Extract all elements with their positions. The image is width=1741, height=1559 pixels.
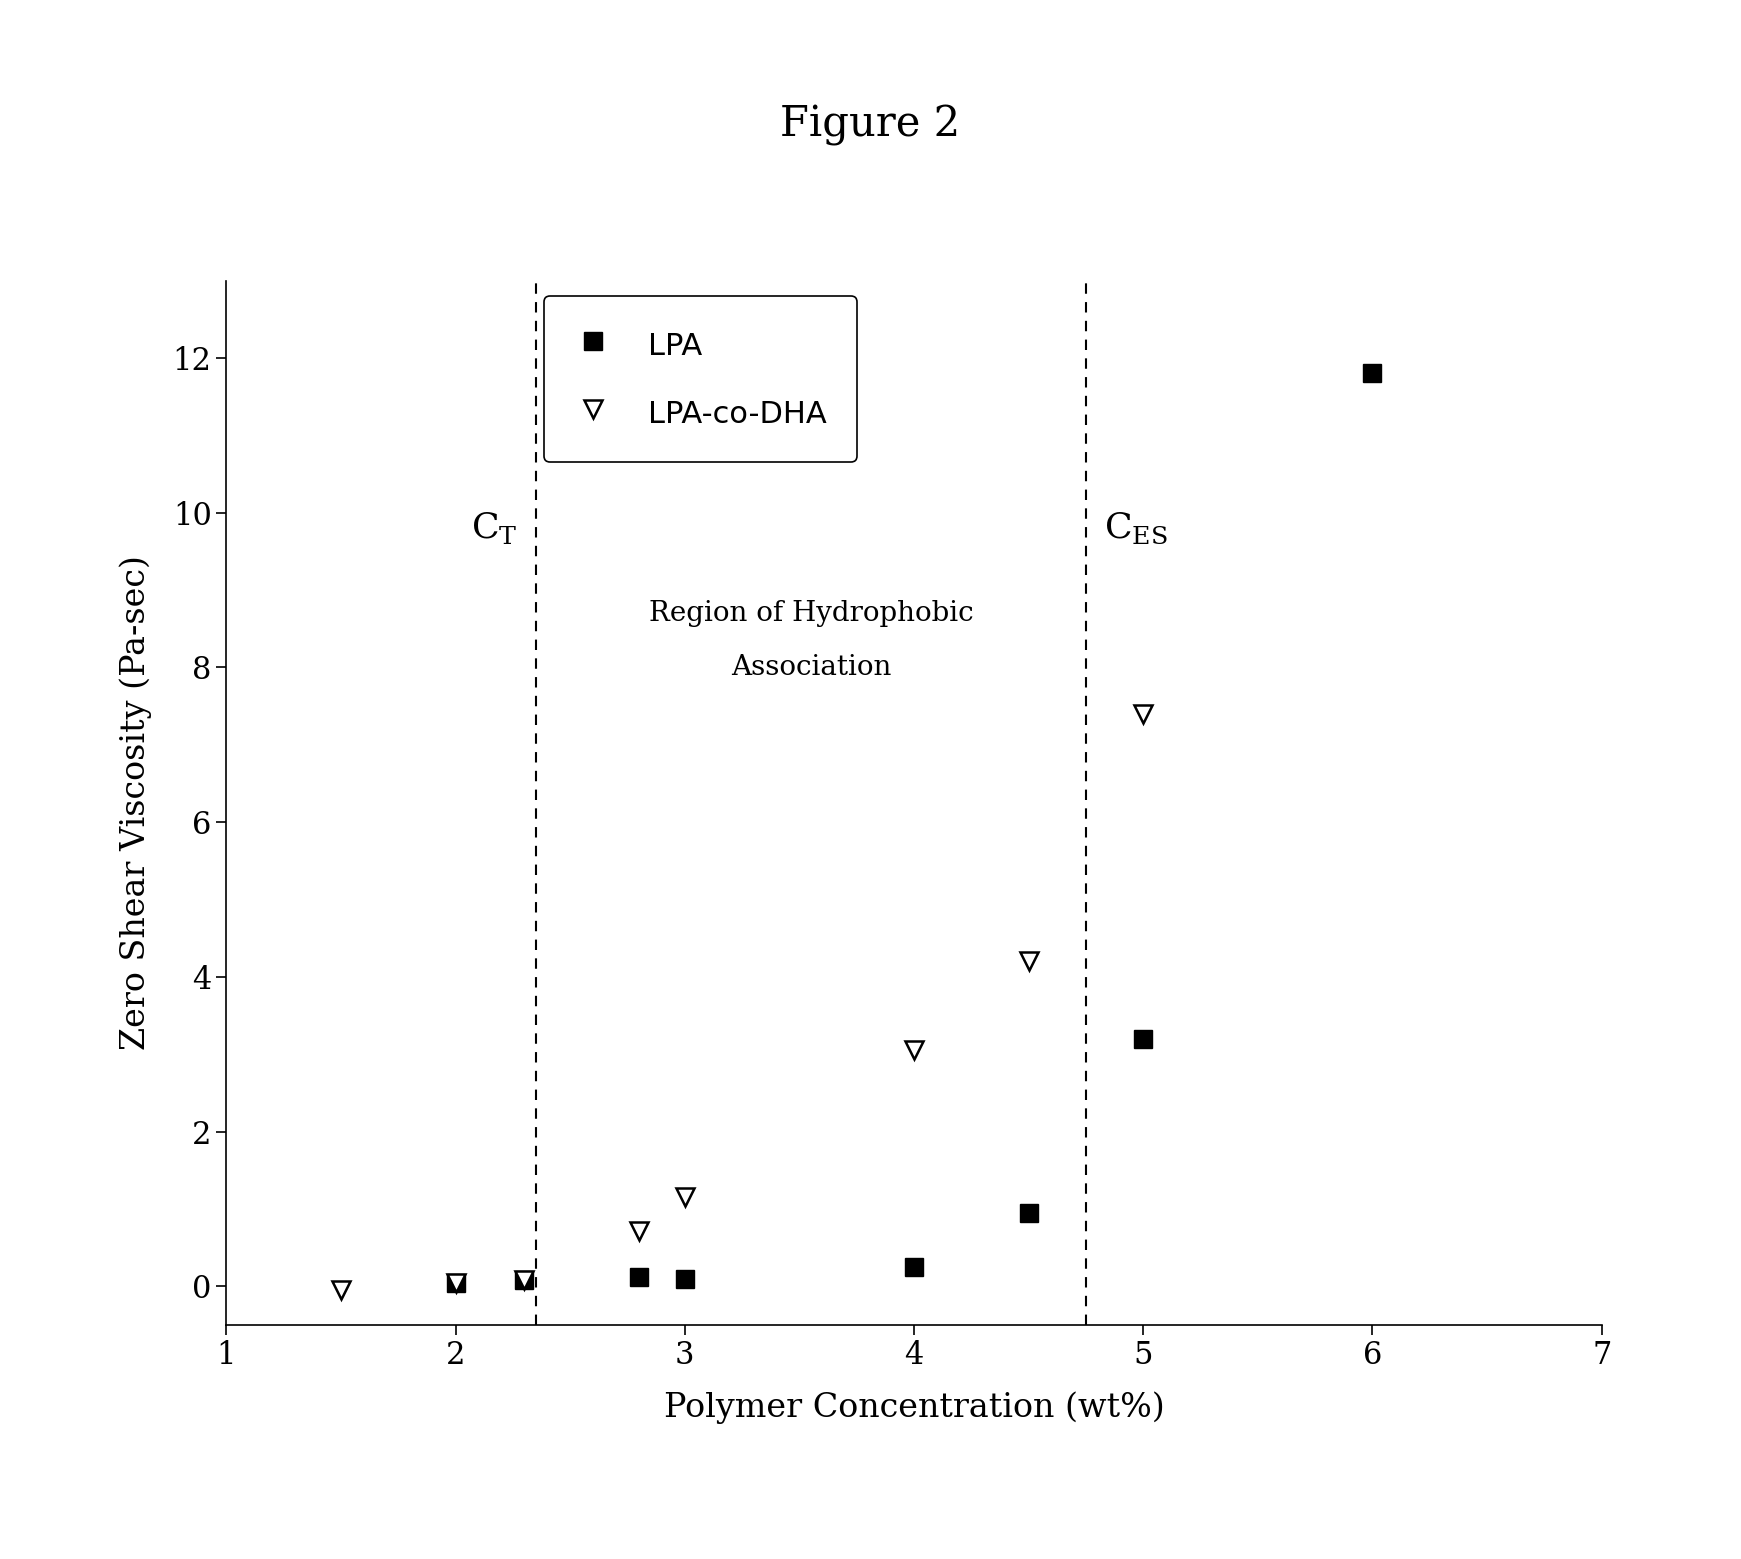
Text: Association: Association	[731, 653, 891, 681]
Legend: LPA, LPA-co-DHA: LPA, LPA-co-DHA	[545, 296, 857, 461]
Text: Region of Hydrophobic: Region of Hydrophobic	[649, 600, 973, 627]
X-axis label: Polymer Concentration (wt%): Polymer Concentration (wt%)	[663, 1392, 1165, 1425]
Text: $\mathregular{C}_{\mathregular{T}}$: $\mathregular{C}_{\mathregular{T}}$	[470, 510, 517, 546]
Text: $\mathregular{C}_{\mathregular{ES}}$: $\mathregular{C}_{\mathregular{ES}}$	[1104, 510, 1168, 546]
Text: Figure 2: Figure 2	[780, 104, 961, 145]
Y-axis label: Zero Shear Viscosity (Pa-sec): Zero Shear Viscosity (Pa-sec)	[118, 555, 151, 1051]
